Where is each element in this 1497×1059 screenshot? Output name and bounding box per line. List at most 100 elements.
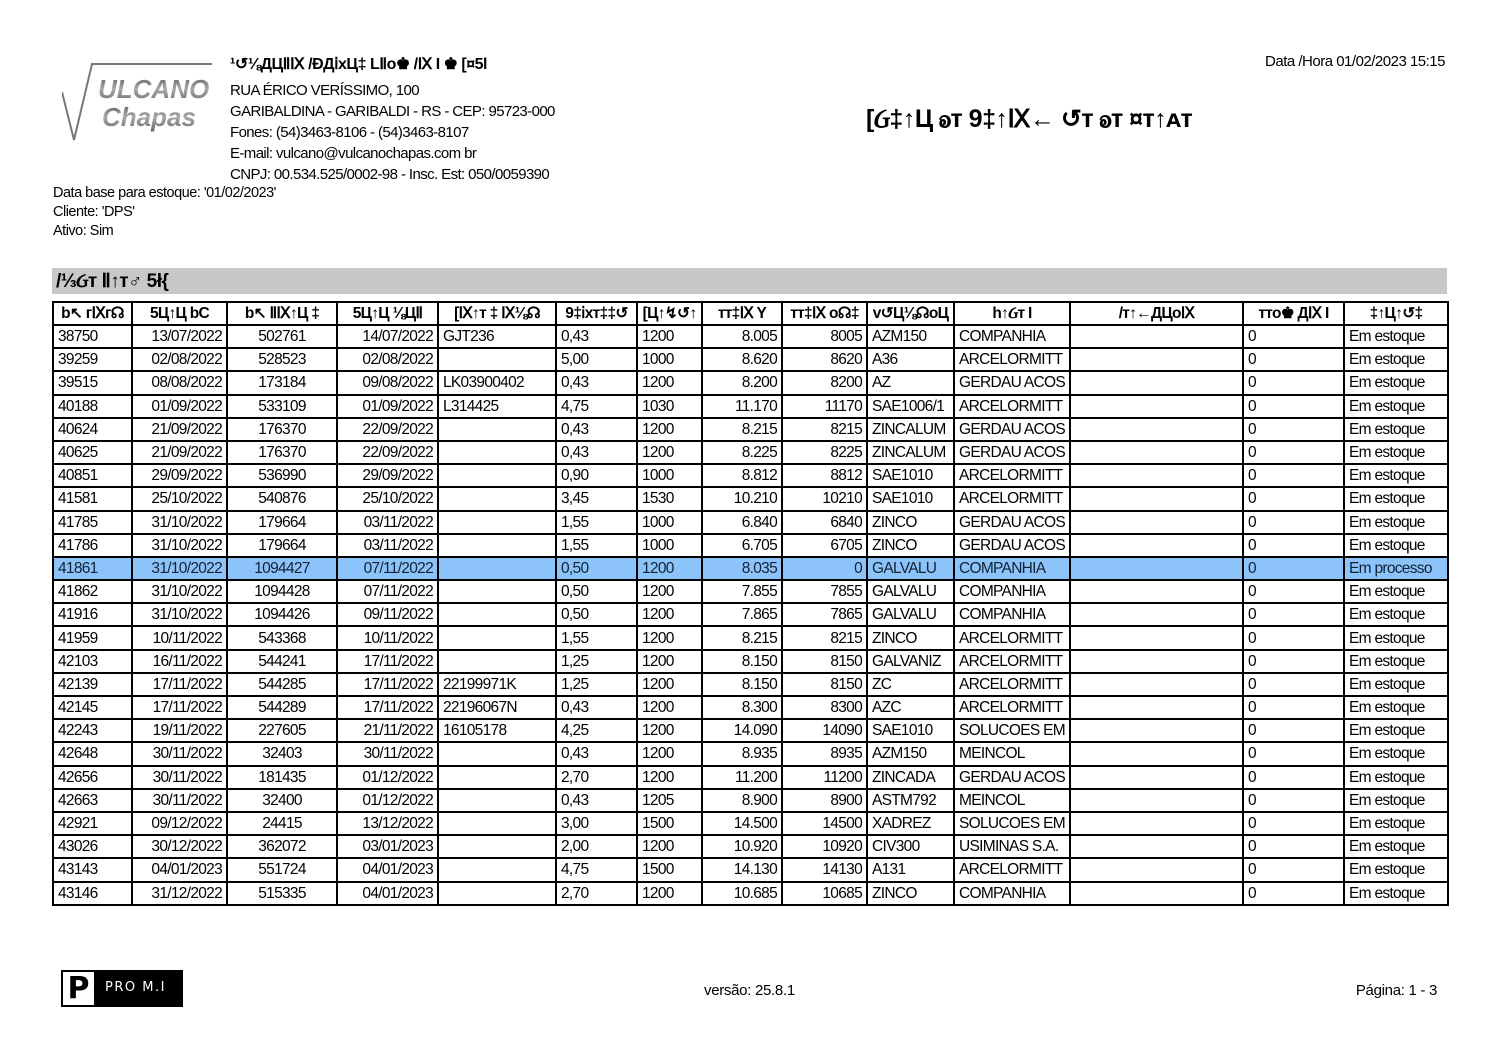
table-cell bbox=[1069, 718, 1244, 744]
table-cell: 31/10/2022 bbox=[131, 509, 228, 535]
table-row[interactable]: 43026 30/12/2022 362072 03/01/2023 2,00 1200 1… bbox=[52, 834, 1449, 860]
table-cell: Em estoque bbox=[1343, 579, 1449, 605]
table-cell: 1094426 bbox=[226, 602, 338, 628]
table-row[interactable]: 42145 17/11/2022 544289 17/11/2022 22196067N… bbox=[52, 694, 1449, 721]
table-cell: 41786 bbox=[52, 532, 133, 558]
table-row[interactable]: 40624 21/09/2022 176370 22/09/2022 0,43 1200 8… bbox=[52, 416, 1449, 442]
table-cell: 0 bbox=[1242, 718, 1345, 744]
table-cell: 02/08/2022 bbox=[336, 347, 439, 373]
table-cell: 43026 bbox=[52, 834, 133, 860]
table-cell: 1200 bbox=[636, 370, 703, 396]
table-cell: 41862 bbox=[52, 579, 133, 605]
table-cell bbox=[1069, 370, 1244, 396]
table-cell: AZM150 bbox=[866, 741, 955, 767]
table-cell bbox=[437, 810, 557, 837]
table-cell: 8.150 bbox=[701, 648, 783, 674]
table-row[interactable]: 42139 17/11/2022 544285 17/11/2022 22199971K… bbox=[52, 671, 1449, 698]
table-cell: ZINCALUM bbox=[866, 439, 955, 466]
table-cell: 42103 bbox=[52, 648, 133, 674]
table-cell: 03/01/2023 bbox=[336, 834, 439, 860]
table-cell: 14090 bbox=[781, 718, 868, 744]
table-cell: 07/11/2022 bbox=[336, 579, 439, 605]
table-cell: A131 bbox=[866, 857, 955, 883]
table-row[interactable]: 40851 29/09/2022 536990 29/09/2022 0,90 1000 8… bbox=[52, 463, 1449, 489]
table-row[interactable]: 41861 31/10/2022 1094427 07/11/2022 0,50 1200… bbox=[52, 555, 1449, 582]
table-row[interactable]: 41959 10/11/2022 543368 10/11/2022 1,55 1200 8… bbox=[52, 625, 1449, 651]
table-cell bbox=[437, 787, 557, 813]
page-number: Página: 1 - 3 bbox=[1355, 982, 1437, 999]
table-cell: 17/11/2022 bbox=[131, 671, 228, 698]
table-cell: ARCELORMITT bbox=[953, 463, 1071, 489]
table-cell: 0 bbox=[1242, 625, 1345, 651]
table-cell: 536990 bbox=[226, 463, 338, 489]
table-cell bbox=[1069, 347, 1244, 373]
table-cell: 8935 bbox=[781, 741, 868, 767]
table-cell: 1200 bbox=[636, 741, 703, 767]
table-row[interactable]: 42243 19/11/2022 227605 21/11/2022 16105178 4… bbox=[52, 718, 1449, 744]
table-cell: 04/01/2023 bbox=[131, 857, 228, 883]
table-row[interactable]: 43143 04/01/2023 551724 04/01/2023 4,75 1500 1… bbox=[52, 857, 1449, 883]
table-row[interactable]: 41581 25/10/2022 540876 25/10/2022 3,45 1530 1… bbox=[52, 486, 1449, 512]
table-cell: 176370 bbox=[226, 439, 338, 466]
table-cell: 1000 bbox=[636, 347, 703, 373]
table-row[interactable]: 39515 08/08/2022 173184 09/08/2022 LK0390040… bbox=[52, 370, 1449, 396]
table-cell: 14.130 bbox=[701, 857, 783, 883]
phone-line: Fones: (54)3463-8106 - (54)3463-8107 bbox=[230, 124, 469, 141]
table-cell: Em estoque bbox=[1343, 787, 1449, 813]
table-cell: 0,43 bbox=[555, 370, 638, 396]
table-row[interactable]: 41785 31/10/2022 179664 03/11/2022 1,55 1000 6… bbox=[52, 509, 1449, 535]
table-cell: 8150 bbox=[781, 648, 868, 674]
table-cell: 5,00 bbox=[555, 347, 638, 373]
table-cell: COMPANHIA bbox=[953, 555, 1071, 582]
table-cell bbox=[1069, 694, 1244, 721]
table-cell: 1200 bbox=[636, 671, 703, 698]
table-row[interactable]: 42921 09/12/2022 24415 13/12/2022 3,00 1500 14… bbox=[52, 810, 1449, 837]
table-cell bbox=[1069, 625, 1244, 651]
table-cell bbox=[437, 509, 557, 535]
table-cell bbox=[437, 880, 557, 906]
table-cell: 30/11/2022 bbox=[336, 741, 439, 767]
table-row[interactable]: 41862 31/10/2022 1094428 07/11/2022 0,50 1200… bbox=[52, 579, 1449, 605]
table-row[interactable]: 40188 01/09/2022 533109 01/09/2022 L314425 4,… bbox=[52, 393, 1449, 419]
table-cell: 19/11/2022 bbox=[131, 718, 228, 744]
table-cell: Em estoque bbox=[1343, 834, 1449, 860]
table-cell: MEINCOL bbox=[953, 741, 1071, 767]
pro-mi-logo-text: PRO M.I bbox=[105, 980, 166, 995]
table-cell: 13/12/2022 bbox=[336, 810, 439, 837]
table-cell: 0,50 bbox=[555, 602, 638, 628]
table-cell: 42243 bbox=[52, 718, 133, 744]
table-cell: AZM150 bbox=[866, 323, 955, 350]
table-cell: 0 bbox=[1242, 323, 1345, 350]
table-cell: 01/12/2022 bbox=[336, 787, 439, 813]
table-cell bbox=[1069, 834, 1244, 860]
table-cell: 0,90 bbox=[555, 463, 638, 489]
table-row[interactable]: 42663 30/11/2022 32400 01/12/2022 0,43 1205 8.… bbox=[52, 787, 1449, 813]
table-cell: 17/11/2022 bbox=[336, 648, 439, 674]
table-cell: 528523 bbox=[226, 347, 338, 373]
table-row[interactable]: 39259 02/08/2022 528523 02/08/2022 5,00 1000 8… bbox=[52, 347, 1449, 373]
table-cell: 21/11/2022 bbox=[336, 718, 439, 744]
table-cell: 1030 bbox=[636, 393, 703, 419]
table-row[interactable]: 38750 13/07/2022 502761 14/07/2022 GJT236 0,4… bbox=[52, 323, 1449, 350]
table-row[interactable]: 42103 16/11/2022 544241 17/11/2022 1,25 1200 8… bbox=[52, 648, 1449, 674]
table-cell: 1,25 bbox=[555, 648, 638, 674]
table-cell: Em estoque bbox=[1343, 416, 1449, 442]
table-cell: Em estoque bbox=[1343, 764, 1449, 790]
table-row[interactable]: 41786 31/10/2022 179664 03/11/2022 1,55 1000 6… bbox=[52, 532, 1449, 558]
table-row[interactable]: 42648 30/11/2022 32403 30/11/2022 0,43 1200 8.… bbox=[52, 741, 1449, 767]
table-cell: GERDAU ACOS bbox=[953, 416, 1071, 442]
table-cell: MEINCOL bbox=[953, 787, 1071, 813]
table-row[interactable]: 41916 31/10/2022 1094426 09/11/2022 0,50 1200… bbox=[52, 602, 1449, 628]
column-header: [Ⅸ↑ᴛ ‡ Ⅸ⅛☊ bbox=[437, 301, 557, 326]
table-row[interactable]: 42656 30/11/2022 181435 01/12/2022 2,70 1200 1… bbox=[52, 764, 1449, 790]
table-row[interactable]: 40625 21/09/2022 176370 22/09/2022 0,43 1200 8… bbox=[52, 439, 1449, 466]
email-line: E-mail: vulcano@vulcanochapas.com br bbox=[230, 145, 477, 162]
pro-mi-logo: P PRO M.I bbox=[61, 970, 183, 1007]
table-cell: 8.225 bbox=[701, 439, 783, 466]
table-cell: GJT236 bbox=[437, 323, 557, 350]
column-header: ᴛт‡Ⅸ o☊‡ bbox=[781, 301, 868, 326]
table-cell: 544285 bbox=[226, 671, 338, 698]
table-cell: COMPANHIA bbox=[953, 323, 1071, 350]
table-row[interactable]: 43146 31/12/2022 515335 04/01/2023 2,70 1200 1… bbox=[52, 880, 1449, 906]
table-cell: Em estoque bbox=[1343, 463, 1449, 489]
